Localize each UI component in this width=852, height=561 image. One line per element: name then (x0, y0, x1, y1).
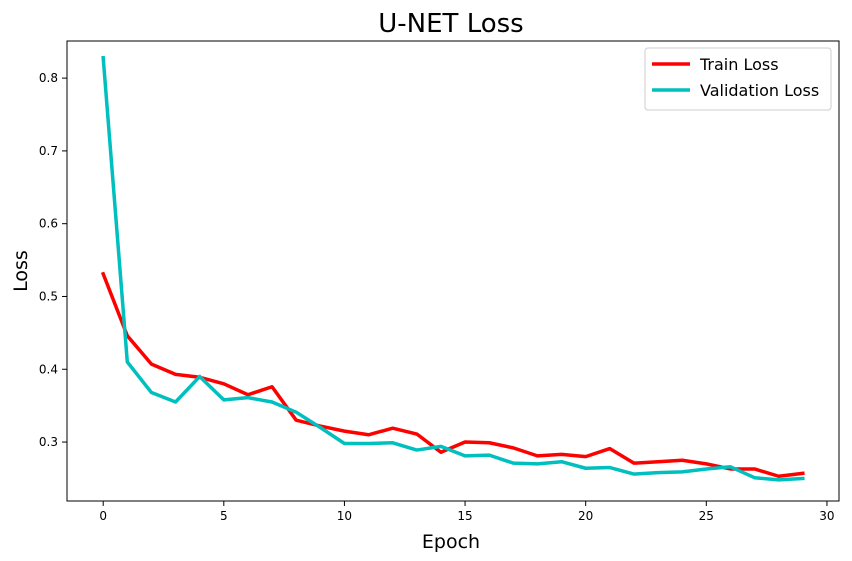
legend-label: Validation Loss (700, 81, 819, 100)
y-tick-label: 0.3 (39, 435, 58, 449)
legend-box (644, 47, 832, 111)
y-tick-label: 0.5 (39, 289, 58, 303)
x-tick-label: 20 (578, 509, 593, 523)
x-tick-label: 5 (220, 509, 228, 523)
y-tick-label: 0.6 (39, 217, 58, 231)
y-tick-label: 0.7 (39, 144, 58, 158)
axes: 0 5 10 15 20 25 30 0.3 0.4 0.5 0.6 0.7 0.8 (39, 40, 840, 523)
plot-frame (66, 40, 840, 502)
x-tick-label: 30 (819, 509, 834, 523)
series-line-1 (101, 55, 805, 482)
chart-title: U-NET Loss (378, 9, 523, 39)
series-line-0 (100, 271, 805, 478)
x-tick-label: 10 (337, 509, 352, 523)
y-tick-label: 0.4 (39, 362, 58, 376)
legend-label: Train Loss (699, 55, 779, 74)
legend: Train Loss Validation Loss (644, 47, 832, 111)
series-lines (100, 55, 805, 482)
x-tick-label: 25 (699, 509, 714, 523)
x-tick-label: 15 (457, 509, 472, 523)
x-axis-title: Epoch (422, 531, 480, 553)
y-tick-label: 0.8 (39, 71, 58, 85)
x-tick-label: 0 (99, 509, 107, 523)
y-axis-title: Loss (10, 250, 32, 292)
